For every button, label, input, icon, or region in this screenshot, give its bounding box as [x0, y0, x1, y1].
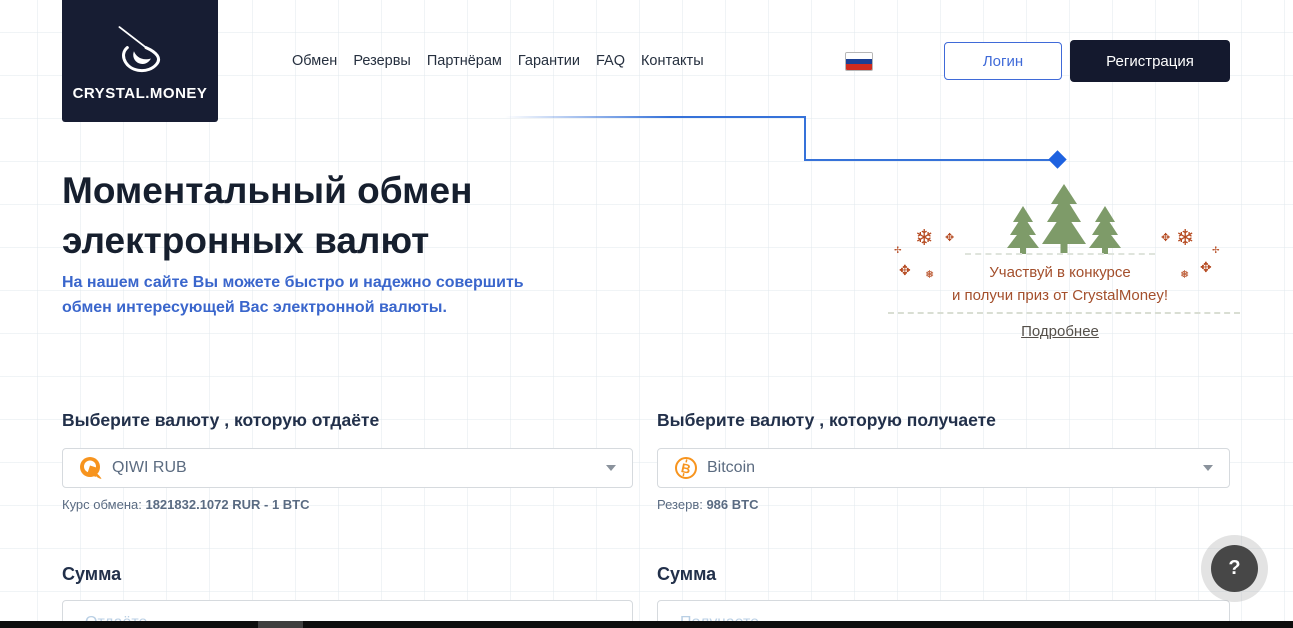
promo-more-link[interactable]: Подробнее: [1021, 323, 1099, 340]
sparkle-icon: ✥: [945, 232, 955, 244]
nav-item-faq[interactable]: FAQ: [595, 53, 625, 69]
page-title: Моментальный обмен электронных валют: [62, 166, 582, 266]
give-currency-label: Выберите валюту , которую отдаёте: [62, 410, 380, 430]
help-button[interactable]: ?: [1201, 535, 1268, 602]
reserve: Резерв: 986 BTC: [657, 497, 758, 512]
snowflake-icon: ❅: [925, 269, 935, 281]
reserve-label: Резерв:: [657, 497, 707, 512]
give-currency-select[interactable]: QIWI RUB: [62, 448, 633, 488]
sparkle-icon: ✢: [894, 245, 902, 255]
bottom-bar: [0, 621, 1293, 628]
question-mark-icon: ?: [1211, 545, 1258, 592]
promo-dashed-line-bottom: [888, 312, 1240, 314]
chevron-down-icon: [606, 465, 616, 471]
sparkle-icon: ✥: [1161, 232, 1171, 244]
reserve-value: 986 BTC: [706, 497, 759, 512]
nav-item-contacts[interactable]: Контакты: [640, 53, 704, 69]
brand-logo[interactable]: CRYSTAL.MONEY: [62, 0, 218, 122]
snowflake-icon: ❄: [915, 225, 934, 250]
exchange-rate-label: Курс обмена:: [62, 497, 146, 512]
bottom-bar-segment: [258, 621, 303, 628]
nav-item-partners[interactable]: Партнёрам: [426, 53, 502, 69]
register-button[interactable]: Регистрация: [1070, 40, 1230, 82]
christmas-trees-icon: [1007, 184, 1121, 254]
sparkle-icon: ✥: [899, 262, 911, 278]
give-currency-value: QIWI RUB: [112, 459, 187, 476]
bitcoin-icon: B: [675, 457, 697, 479]
decor-line-horizontal-2: [804, 159, 1056, 161]
decor-diamond: [1048, 150, 1067, 169]
promo-text: Участвуй в конкурсе и получи приз от Cry…: [880, 261, 1240, 307]
give-amount-label: Сумма: [62, 564, 122, 584]
exchange-rate: Курс обмена: 1821832.1072 RUR - 1 BTC: [62, 497, 310, 512]
snowflake-icon: ❅: [1180, 269, 1190, 281]
promo-text-line1: Участвуй в конкурсе: [989, 264, 1131, 281]
qiwi-icon: [80, 457, 102, 479]
nav-item-reserves[interactable]: Резервы: [353, 53, 411, 69]
sparkle-icon: ✥: [1200, 259, 1212, 275]
main-nav: Обмен Резервы Партнёрам Гарантии FAQ Кон…: [292, 53, 704, 69]
eye-logo-icon: [118, 25, 161, 72]
language-flag-icon[interactable]: [845, 52, 873, 71]
decor-line-horizontal-1: [505, 116, 805, 118]
snowflake-icon: ❄: [1176, 225, 1195, 250]
brand-name: CRYSTAL.MONEY: [72, 84, 208, 102]
receive-currency-value: Bitcoin: [707, 459, 756, 476]
page-title-line2: электронных валют: [62, 220, 430, 261]
promo-dashed-line-top: [965, 253, 1155, 255]
login-button[interactable]: Логин: [944, 42, 1062, 80]
svg-text:B: B: [680, 460, 692, 477]
receive-currency-select[interactable]: B Bitcoin: [657, 448, 1230, 488]
sparkle-icon: ✢: [1212, 245, 1220, 255]
nav-item-exchange[interactable]: Обмен: [292, 53, 338, 69]
promo-text-line2: и получи приз от CrystalMoney!: [951, 287, 1169, 304]
chevron-down-icon: [1203, 465, 1213, 471]
receive-currency-label: Выберите валюту , которую получаете: [657, 410, 996, 430]
receive-amount-label: Сумма: [657, 564, 717, 584]
nav-item-guarantees[interactable]: Гарантии: [517, 53, 580, 69]
page-subtitle: На нашем сайте Вы можете быстро и надежн…: [62, 274, 524, 316]
page-title-line1: Моментальный обмен: [62, 170, 473, 211]
exchange-rate-value: 1821832.1072 RUR - 1 BTC: [145, 497, 310, 512]
decor-line-vertical: [804, 116, 806, 161]
